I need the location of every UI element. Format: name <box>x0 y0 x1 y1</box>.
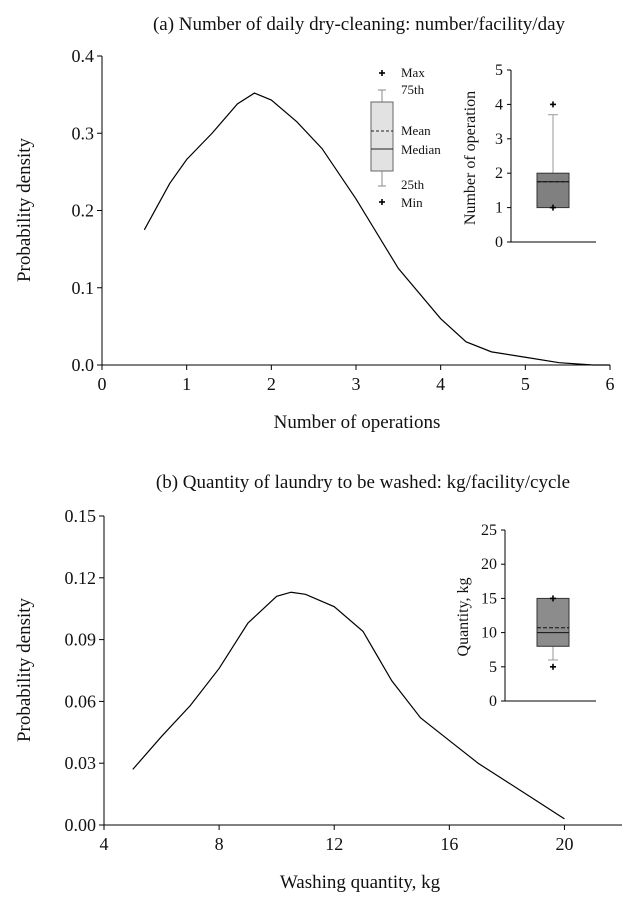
inset-b-tick-labels: 0 5 10 15 20 25 <box>481 522 497 710</box>
inset-y-tick-label: 10 <box>481 625 497 642</box>
x-tick-label: 16 <box>440 834 458 854</box>
x-tick-label: 0 <box>98 374 107 394</box>
inset-y-tick-label: 5 <box>495 62 503 79</box>
y-tick-label: 0.1 <box>72 278 95 298</box>
inset-y-tick-label: 3 <box>495 131 503 148</box>
inset-box <box>536 172 570 209</box>
y-tick-label: 0.00 <box>65 815 97 835</box>
y-tick-label: 0.06 <box>65 691 97 711</box>
legend-min: Min <box>401 195 423 210</box>
y-tick-label: 0.4 <box>72 46 95 66</box>
inset-y-tick-label: 20 <box>481 556 497 573</box>
y-tick-label: 0.03 <box>65 753 97 773</box>
panel-a-ylabel: Probability density <box>14 137 35 282</box>
panel-b-title: (b) Quantity of laundry to be washed: kg… <box>156 472 570 493</box>
panel-b: (b) Quantity of laundry to be washed: kg… <box>14 472 622 893</box>
x-tick-label: 6 <box>606 374 615 394</box>
panel-a-tick-labels: 0 1 2 3 4 5 6 0.0 0.1 0.2 0.3 0.4 <box>72 46 615 394</box>
panel-b-ylabel: Probability density <box>14 597 35 742</box>
x-tick-label: 3 <box>352 374 361 394</box>
y-tick-label: 0.0 <box>72 355 95 375</box>
panel-a-density-line <box>143 92 610 366</box>
legend-box <box>370 101 394 172</box>
inset-a-ylabel: Number of operation <box>462 91 479 225</box>
inset-b-ylabel: Quantity, kg <box>455 578 472 657</box>
x-tick-label: 8 <box>215 834 224 854</box>
x-tick-label: 5 <box>521 374 530 394</box>
x-tick-label: 1 <box>182 374 191 394</box>
legend-box-symbol <box>370 70 394 205</box>
y-tick-label: 0.15 <box>65 506 97 526</box>
inset-y-tick-label: 5 <box>489 659 497 676</box>
legend-75th: 75th <box>401 82 425 97</box>
x-tick-label: 2 <box>267 374 276 394</box>
inset-a-axes <box>507 69 596 243</box>
inset-y-tick-label: 2 <box>495 165 503 182</box>
panel-a-xlabel: Number of operations <box>274 412 441 433</box>
inset-b-boxplot <box>536 595 570 670</box>
panel-b-xlabel: Washing quantity, kg <box>280 872 441 893</box>
inset-b-axes <box>501 529 596 702</box>
y-tick-label: 0.12 <box>65 568 97 588</box>
x-tick-label: 4 <box>436 374 445 394</box>
inset-y-tick-label: 1 <box>495 200 503 217</box>
panel-a-axes <box>97 55 611 370</box>
x-tick-label: 20 <box>555 834 573 854</box>
x-tick-label: 4 <box>100 834 109 854</box>
y-tick-label: 0.3 <box>72 123 95 143</box>
panel-a: (a) Number of daily dry-cleaning: number… <box>14 14 615 433</box>
panel-b-inset: Quantity, kg 0 5 10 15 20 25 <box>455 522 596 710</box>
y-tick-label: 0.2 <box>72 201 95 221</box>
x-tick-label: 12 <box>325 834 343 854</box>
panel-a-title: (a) Number of daily dry-cleaning: number… <box>153 14 566 35</box>
panel-b-axes <box>99 515 622 830</box>
inset-y-tick-label: 0 <box>489 693 497 710</box>
legend-median: Median <box>401 142 441 157</box>
y-tick-label: 0.09 <box>65 630 97 650</box>
inset-y-tick-label: 4 <box>495 96 503 113</box>
inset-a-boxplot <box>536 101 570 211</box>
panel-b-tick-labels: 4 8 12 16 20 0.00 0.03 0.06 0.09 0.12 0.15 <box>65 506 574 854</box>
legend-mean: Mean <box>401 123 431 138</box>
inset-y-tick-label: 0 <box>495 234 503 251</box>
legend-25th: 25th <box>401 177 425 192</box>
inset-y-tick-label: 25 <box>481 522 497 539</box>
panel-a-boxplot-legend: Max 75th Mean Median 25th Min <box>370 65 441 210</box>
inset-a-tick-labels: 0 1 2 3 4 5 <box>495 62 503 251</box>
panel-a-inset: Number of operation 0 1 2 3 4 5 <box>462 62 596 251</box>
panel-b-density-line <box>132 591 565 820</box>
inset-y-tick-label: 15 <box>481 590 497 607</box>
legend-max: Max <box>401 65 425 80</box>
inset-box <box>536 597 570 647</box>
